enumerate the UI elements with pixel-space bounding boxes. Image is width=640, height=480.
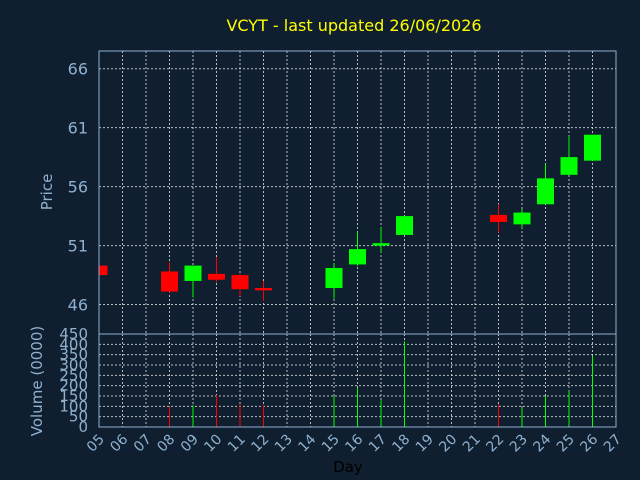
- x-tick-label: 26: [577, 431, 601, 455]
- volume-plot-frame: [98, 333, 617, 428]
- x-tick-label: 18: [389, 432, 413, 456]
- x-tick-label: 25: [554, 432, 578, 456]
- x-tick-label: 16: [342, 431, 366, 455]
- x-tick-label: 06: [107, 431, 131, 455]
- volume-tick-label: 250: [59, 366, 88, 384]
- candle-body: [537, 178, 554, 205]
- price-tick-label: 56: [68, 178, 88, 197]
- x-tick-label: 27: [601, 432, 625, 456]
- x-tick-label: 15: [319, 432, 343, 456]
- candle-body: [184, 265, 202, 281]
- price-tick-label: 66: [68, 60, 88, 79]
- x-tick-label: 17: [366, 432, 390, 456]
- volume-tick-label: 350: [59, 346, 88, 364]
- candle-body: [99, 265, 108, 276]
- volume-tick-label: 400: [59, 335, 88, 353]
- x-tick-label: 11: [225, 432, 249, 456]
- volume-tick-label: 0: [78, 418, 88, 436]
- candle-body: [325, 267, 343, 289]
- candle-body: [560, 157, 578, 175]
- x-tick-label: 08: [154, 432, 178, 456]
- candle-body: [513, 212, 531, 225]
- volume-tick-label: 50: [69, 408, 88, 426]
- candle-body: [349, 249, 366, 265]
- x-tick-label: 22: [483, 432, 507, 456]
- x-tick-label: 13: [272, 432, 296, 456]
- candle-body: [396, 216, 413, 235]
- x-axis-label: Day: [333, 458, 363, 476]
- volume-tick-label: 100: [59, 397, 88, 415]
- candle-body: [255, 288, 272, 291]
- x-tick-label: 14: [295, 431, 319, 455]
- candle-body: [161, 271, 178, 292]
- x-tick-label: 24: [530, 431, 554, 455]
- x-tick-label: 09: [178, 432, 202, 456]
- price-axis-label: Price: [38, 174, 56, 211]
- volume-tick-label: 200: [59, 377, 88, 395]
- candle-body: [231, 275, 249, 290]
- price-tick-label: 46: [68, 296, 88, 315]
- price-tick-label: 61: [68, 119, 88, 138]
- volume-tick-label: 300: [59, 356, 88, 374]
- x-tick-label: 20: [436, 432, 460, 456]
- candle-body: [372, 243, 390, 246]
- candle-body: [208, 273, 225, 280]
- x-tick-label: 07: [131, 432, 155, 456]
- x-tick-label: 19: [413, 432, 437, 456]
- x-tick-label: 23: [507, 432, 531, 456]
- x-tick-label: 12: [248, 432, 272, 456]
- candle-body: [584, 134, 601, 161]
- price-panel: 46 51 56 61 66: [68, 50, 617, 335]
- volume-axis-label: Volume (0000): [28, 326, 46, 436]
- volume-tick-label: 450: [59, 325, 88, 343]
- volume-tick-label: 150: [59, 387, 88, 405]
- price-tick-label: 51: [68, 237, 88, 256]
- x-tick-label: 21: [460, 432, 484, 456]
- candle-body: [490, 214, 507, 222]
- x-tick-label: 10: [201, 432, 225, 456]
- chart-title: VCYT - last updated 26/06/2026: [226, 16, 481, 35]
